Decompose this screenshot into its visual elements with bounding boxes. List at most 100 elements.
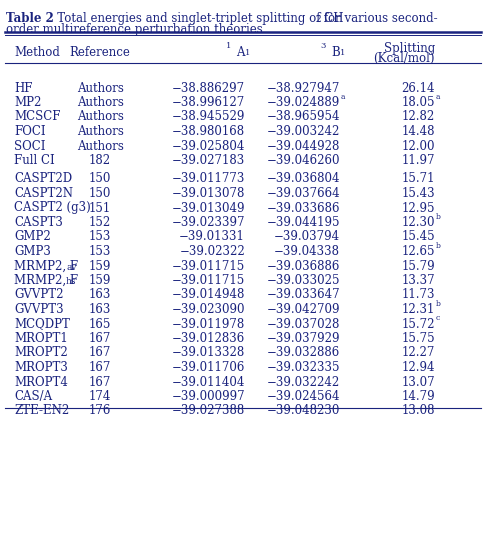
Text: −39.033647: −39.033647 [266, 289, 340, 301]
Text: −39.024889: −39.024889 [267, 96, 340, 109]
Text: −39.03794: −39.03794 [274, 231, 340, 243]
Text: B: B [331, 46, 340, 59]
Text: 3: 3 [321, 42, 326, 50]
Text: −39.027183: −39.027183 [172, 154, 245, 167]
Text: MROPT1: MROPT1 [14, 332, 68, 345]
Text: −39.037664: −39.037664 [266, 187, 340, 200]
Text: 159: 159 [89, 259, 111, 273]
Text: −39.013078: −39.013078 [172, 187, 245, 200]
Text: 150: 150 [89, 187, 111, 200]
Text: −39.011978: −39.011978 [172, 317, 245, 331]
Text: −38.945529: −38.945529 [172, 110, 245, 124]
Text: −39.023397: −39.023397 [172, 216, 245, 229]
Text: 13.08: 13.08 [401, 405, 435, 417]
Text: Authors: Authors [77, 110, 123, 124]
Text: Authors: Authors [77, 82, 123, 94]
Text: 12.82: 12.82 [402, 110, 435, 124]
Text: −39.044195: −39.044195 [266, 216, 340, 229]
Text: GVVPT2: GVVPT2 [14, 289, 64, 301]
Text: MCQDPT: MCQDPT [14, 317, 70, 331]
Text: 12.27: 12.27 [401, 347, 435, 359]
Text: 167: 167 [89, 361, 111, 374]
Text: −39.000997: −39.000997 [172, 390, 245, 403]
Text: 14.79: 14.79 [401, 390, 435, 403]
Text: CASPT2 (g3): CASPT2 (g3) [14, 201, 91, 215]
Text: CASPT2N: CASPT2N [14, 187, 73, 200]
Text: MROPT4: MROPT4 [14, 375, 68, 389]
Text: −39.037028: −39.037028 [267, 317, 340, 331]
Text: 153: 153 [89, 231, 111, 243]
Text: GVVPT3: GVVPT3 [14, 303, 64, 316]
Text: MP2: MP2 [14, 96, 41, 109]
Text: 14.48: 14.48 [401, 125, 435, 138]
Text: MRMP2, F: MRMP2, F [14, 274, 78, 287]
Text: Full CI: Full CI [14, 154, 55, 167]
Text: −39.011715: −39.011715 [172, 259, 245, 273]
Text: 13.37: 13.37 [401, 274, 435, 287]
Text: −39.013049: −39.013049 [172, 201, 245, 215]
Text: Authors: Authors [77, 96, 123, 109]
Text: b: b [436, 242, 441, 250]
Text: 18.05: 18.05 [401, 96, 435, 109]
Text: 176: 176 [89, 405, 111, 417]
Text: CASPT2D: CASPT2D [14, 172, 72, 185]
Text: 151: 151 [89, 201, 111, 215]
Text: 15.43: 15.43 [401, 187, 435, 200]
Text: 15.75: 15.75 [401, 332, 435, 345]
Text: 12.94: 12.94 [401, 361, 435, 374]
Text: −39.04338: −39.04338 [274, 245, 340, 258]
Text: −39.036804: −39.036804 [266, 172, 340, 185]
Text: −39.011773: −39.011773 [172, 172, 245, 185]
Text: −39.042709: −39.042709 [266, 303, 340, 316]
Text: −39.023090: −39.023090 [172, 303, 245, 316]
Text: 167: 167 [89, 347, 111, 359]
Text: CASPT3: CASPT3 [14, 216, 63, 229]
Text: (Kcal/mol): (Kcal/mol) [374, 52, 435, 65]
Text: 1: 1 [245, 49, 250, 57]
Text: 174: 174 [89, 390, 111, 403]
Text: −39.033025: −39.033025 [266, 274, 340, 287]
Text: 150: 150 [89, 172, 111, 185]
Text: 163: 163 [89, 303, 111, 316]
Text: −39.01331: −39.01331 [179, 231, 245, 243]
Text: ZTE-EN2: ZTE-EN2 [14, 405, 69, 417]
Text: −39.013328: −39.013328 [172, 347, 245, 359]
Text: MCSCF: MCSCF [14, 110, 60, 124]
Text: −39.032242: −39.032242 [267, 375, 340, 389]
Text: −38.996127: −38.996127 [172, 96, 245, 109]
Text: 11.73: 11.73 [401, 289, 435, 301]
Text: Total energies and singlet-triplet splitting of CH: Total energies and singlet-triplet split… [46, 12, 344, 25]
Text: 182: 182 [89, 154, 111, 167]
Text: a: a [436, 93, 440, 101]
Text: 12.00: 12.00 [401, 140, 435, 152]
Text: 12.65: 12.65 [401, 245, 435, 258]
Text: −39.048230: −39.048230 [267, 405, 340, 417]
Text: GMP2: GMP2 [14, 231, 51, 243]
Text: SOCI: SOCI [14, 140, 46, 152]
Text: −39.011706: −39.011706 [172, 361, 245, 374]
Text: 152: 152 [89, 216, 111, 229]
Text: for various second-: for various second- [320, 12, 437, 25]
Text: FOCI: FOCI [14, 125, 46, 138]
Text: 13.07: 13.07 [401, 375, 435, 389]
Text: 2: 2 [315, 15, 321, 24]
Text: −39.02322: −39.02322 [179, 245, 245, 258]
Text: −39.014948: −39.014948 [172, 289, 245, 301]
Text: −38.927947: −38.927947 [267, 82, 340, 94]
Text: GMP3: GMP3 [14, 245, 51, 258]
Text: 12.95: 12.95 [401, 201, 435, 215]
Text: 167: 167 [89, 375, 111, 389]
Text: −38.980168: −38.980168 [172, 125, 245, 138]
Text: b: b [436, 300, 441, 308]
Text: 167: 167 [89, 332, 111, 345]
Text: 159: 159 [89, 274, 111, 287]
Text: Reference: Reference [69, 46, 130, 59]
Text: av: av [66, 263, 76, 272]
Text: −39.011404: −39.011404 [172, 375, 245, 389]
Text: −39.024564: −39.024564 [266, 390, 340, 403]
Text: 15.72: 15.72 [401, 317, 435, 331]
Text: Authors: Authors [77, 140, 123, 152]
Text: −39.036886: −39.036886 [267, 259, 340, 273]
Text: 165: 165 [89, 317, 111, 331]
Text: c: c [436, 315, 440, 322]
